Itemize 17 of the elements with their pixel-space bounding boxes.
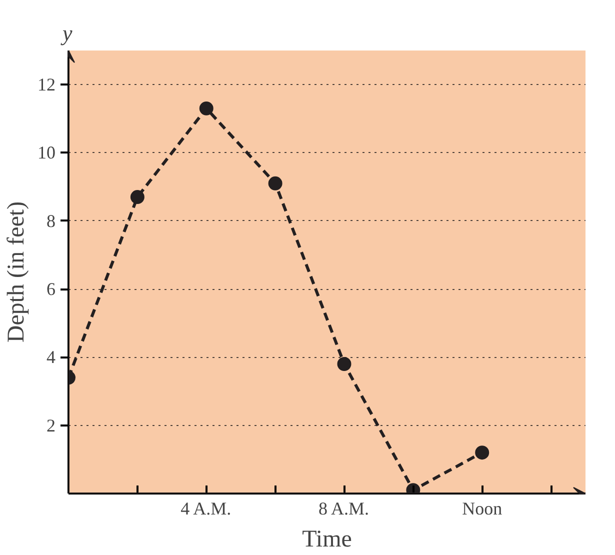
y-tick-label: 8 — [46, 210, 56, 231]
y-tick-label: 2 — [46, 415, 56, 436]
x-tick-label: Noon — [462, 498, 502, 518]
point — [337, 357, 352, 371]
y-tick-label: 10 — [38, 142, 56, 163]
x-tick-label: 8 A.M. — [318, 498, 369, 518]
point — [475, 446, 490, 460]
text: y — [60, 20, 72, 46]
y-tick-label: 6 — [46, 279, 56, 300]
point — [199, 101, 214, 116]
point — [268, 176, 282, 190]
y-tick-label: 4 — [46, 347, 56, 368]
x-axis-title: Time — [302, 526, 352, 552]
y-axis-title: Depth (in feet) — [4, 201, 30, 343]
y-tick-label: 12 — [38, 74, 56, 95]
point — [130, 190, 144, 204]
x-tick-label: 4 A.M. — [180, 498, 232, 518]
